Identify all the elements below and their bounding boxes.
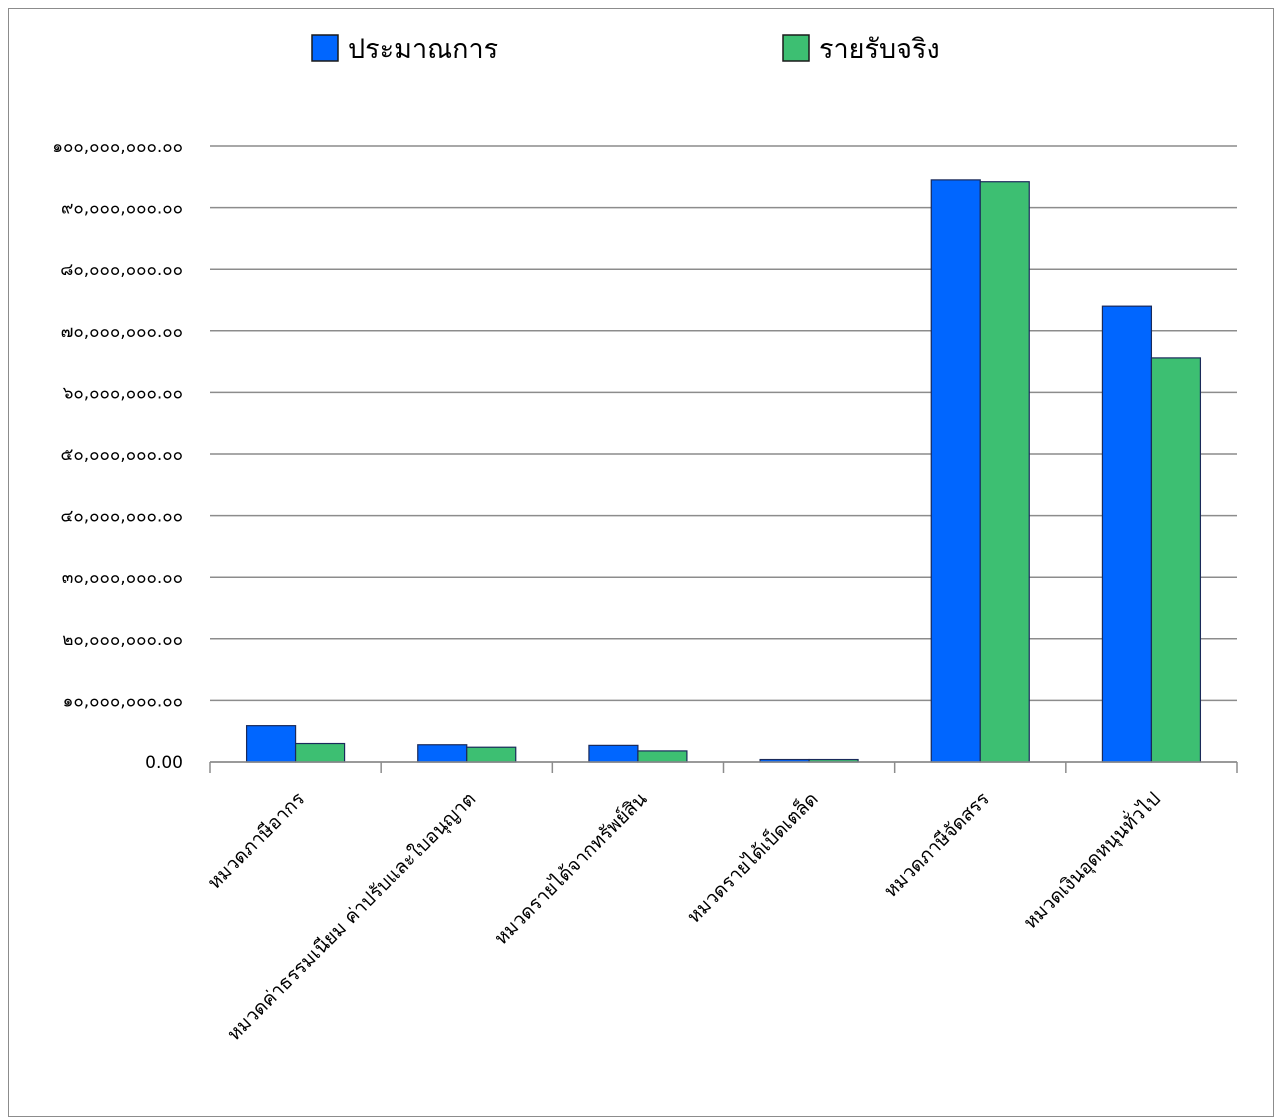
- category-label: หมวดเงินอุดหนุนทั่วไป: [1017, 786, 1165, 934]
- legend-swatch: [311, 34, 339, 62]
- y-tick-label: 0.00: [145, 753, 183, 773]
- legend-label: รายรับจริง: [819, 34, 940, 65]
- bar-estimate: [417, 744, 468, 763]
- y-tick-label: ๙๐,๐๐๐,๐๐๐.๐๐: [61, 199, 183, 219]
- y-axis-tick-labels: 0.00 ๑๐,๐๐๐,๐๐๐.๐๐ ๒๐,๐๐๐,๐๐๐.๐๐ ๓๐,๐๐๐,๐๐๐…: [52, 137, 183, 773]
- chart-frame: [8, 8, 1274, 1117]
- bar-actual: [979, 181, 1030, 763]
- y-tick-label: ๒๐,๐๐๐,๐๐๐.๐๐: [62, 630, 183, 650]
- category-label: หมวดรายได้เบ็ดเตล็ด: [681, 787, 822, 928]
- category-label: หมวดรายได้จากทรัพย์สิน: [490, 788, 651, 949]
- y-tick-label: ๗๐,๐๐๐,๐๐๐.๐๐: [61, 322, 183, 342]
- bar-estimate: [588, 744, 639, 763]
- category-label: หมวดภาษีจัดสรร: [880, 788, 994, 902]
- y-tick-label: ๕๐,๐๐๐,๐๐๐.๐๐: [61, 445, 183, 465]
- gridlines: [210, 145, 1237, 763]
- bar-estimate: [930, 179, 981, 763]
- y-tick-label: ๑๐๐,๐๐๐,๐๐๐.๐๐: [52, 137, 183, 157]
- bar-actual: [294, 742, 346, 763]
- bar-actual: [637, 750, 688, 763]
- legend-swatch: [782, 34, 810, 62]
- y-tick-label: ๑๐,๐๐๐,๐๐๐.๐๐: [63, 691, 183, 711]
- y-tick-label: ๓๐,๐๐๐,๐๐๐.๐๐: [62, 568, 183, 588]
- category-label: หมวดภาษีอากร: [203, 788, 309, 894]
- legend: ประมาณการ รายรับจริง: [311, 34, 940, 65]
- legend-label: ประมาณการ: [348, 34, 498, 65]
- y-tick-label: ๖๐,๐๐๐,๐๐๐.๐๐: [63, 383, 183, 403]
- x-axis: [209, 761, 1238, 773]
- bars: [245, 179, 1202, 763]
- bar-actual: [466, 746, 517, 763]
- y-tick-label: ๔๐,๐๐๐,๐๐๐.๐๐: [61, 507, 183, 527]
- bar-estimate: [245, 725, 297, 763]
- bar-actual: [1150, 357, 1202, 763]
- y-tick-label: ๘๐,๐๐๐,๐๐๐.๐๐: [60, 260, 183, 280]
- bar-estimate: [1101, 305, 1153, 763]
